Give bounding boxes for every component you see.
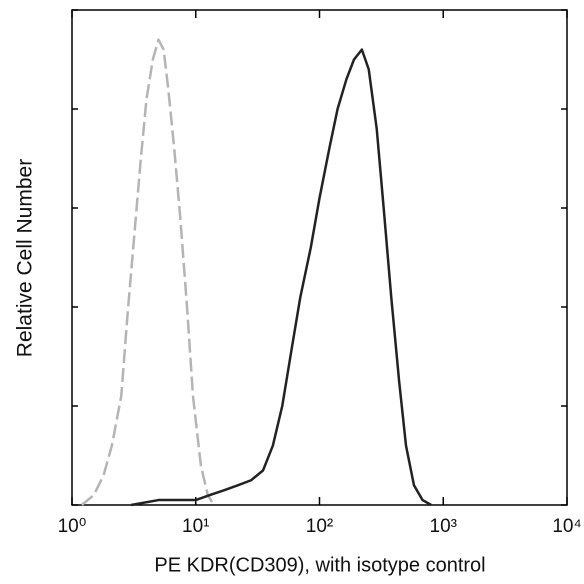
histogram-line xyxy=(81,38,215,506)
x-tick-label: 10² xyxy=(306,516,333,537)
x-tick-label: 10⁴ xyxy=(552,516,581,537)
y-axis-label: Relative Cell Number xyxy=(14,159,37,357)
x-tick-label: 10¹ xyxy=(182,516,209,537)
x-tick-label: 10³ xyxy=(430,516,457,537)
x-axis-label: PE KDR(CD309), with isotype control xyxy=(154,554,485,576)
plot-frame xyxy=(71,9,568,506)
histogram-line xyxy=(130,48,432,507)
x-tick-label: 10⁰ xyxy=(58,516,87,537)
